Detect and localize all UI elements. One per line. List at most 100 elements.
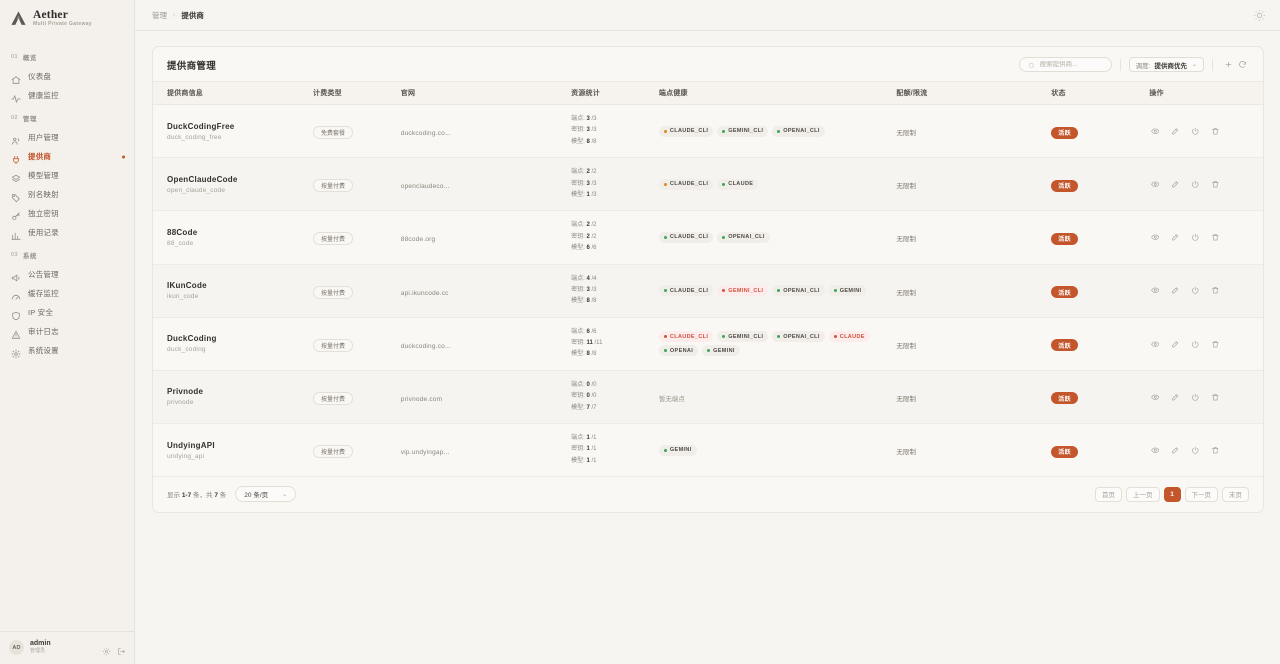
sidebar-item-1[interactable]: 缓存监控 bbox=[0, 284, 134, 303]
health-badge[interactable]: CLAUDE_CLI bbox=[658, 331, 714, 343]
sidebar-item-3[interactable]: 别名映射 bbox=[0, 185, 134, 204]
health-badge[interactable]: GEMINI_CLI bbox=[717, 125, 769, 137]
health-badge[interactable]: OPENAI_CLI bbox=[772, 125, 825, 137]
website-cell[interactable]: privnode.com bbox=[400, 370, 572, 425]
sort-label: 调度: bbox=[1135, 62, 1151, 70]
eye-icon[interactable] bbox=[1149, 285, 1160, 296]
pager-button[interactable]: 1 bbox=[1163, 486, 1181, 502]
sidebar-item-1[interactable]: 健康监控 bbox=[0, 86, 134, 105]
gear-icon[interactable] bbox=[102, 643, 111, 656]
brand[interactable]: Aether Multi Private Gateway bbox=[0, 0, 134, 36]
website-link[interactable]: 88code.org bbox=[400, 236, 436, 244]
health-badge[interactable]: OPENAI bbox=[658, 345, 699, 357]
edit-icon[interactable] bbox=[1169, 338, 1180, 349]
health-badge[interactable]: CLAUDE bbox=[828, 331, 870, 343]
trash-icon[interactable] bbox=[1209, 126, 1220, 137]
breadcrumb-item[interactable]: 管理 bbox=[152, 10, 167, 20]
pager-button[interactable]: 下一页 bbox=[1184, 486, 1218, 502]
website-link[interactable]: openclaudeco... bbox=[400, 183, 450, 191]
sun-icon[interactable] bbox=[1253, 9, 1266, 22]
power-icon[interactable] bbox=[1189, 391, 1200, 402]
health-badge[interactable]: OPENAI_CLI bbox=[717, 231, 770, 243]
website-cell[interactable]: duckcoding.co... bbox=[400, 104, 572, 159]
power-icon[interactable] bbox=[1189, 285, 1200, 296]
health-badge[interactable]: GEMINI bbox=[658, 444, 697, 456]
website-link[interactable]: api.ikuncode.cc bbox=[400, 289, 449, 297]
sidebar-item-2[interactable]: 模型管理 bbox=[0, 166, 134, 185]
logout-icon[interactable] bbox=[117, 643, 126, 655]
power-icon[interactable] bbox=[1189, 179, 1200, 190]
website-cell[interactable]: vip.undyingap... bbox=[400, 423, 572, 478]
sidebar-item-0[interactable]: 仪表盘 bbox=[0, 67, 134, 86]
edit-icon[interactable] bbox=[1169, 126, 1180, 137]
health-badge[interactable]: CLAUDE_CLI bbox=[658, 285, 714, 297]
power-icon[interactable] bbox=[1189, 445, 1200, 456]
avatar[interactable]: AD bbox=[9, 640, 24, 655]
eye-icon[interactable] bbox=[1149, 338, 1160, 349]
table-row[interactable]: IKunCode ikun_code 按量付费 api.ikuncode.cc 端点: … bbox=[153, 264, 1263, 318]
edit-icon[interactable] bbox=[1169, 232, 1180, 243]
power-icon[interactable] bbox=[1189, 338, 1200, 349]
sidebar-item-2[interactable]: IP 安全 bbox=[0, 303, 134, 322]
power-icon[interactable] bbox=[1189, 232, 1200, 243]
edit-icon[interactable] bbox=[1169, 179, 1180, 190]
table-row[interactable]: DuckCodingFree duck_coding_free 免费套餐 duckco… bbox=[153, 104, 1263, 159]
pager-button[interactable]: 上一页 bbox=[1126, 486, 1160, 502]
table-row[interactable]: UndyingAPI undying_api 按量付费 vip.undyingap..… bbox=[153, 423, 1263, 478]
search-box[interactable] bbox=[1018, 57, 1112, 72]
sidebar-item-5[interactable]: 使用记录 bbox=[0, 223, 134, 242]
eye-icon[interactable] bbox=[1149, 232, 1160, 243]
health-badge[interactable]: CLAUDE_CLI bbox=[658, 125, 714, 137]
website-link[interactable]: vip.undyingap... bbox=[400, 449, 450, 457]
table-row[interactable]: 88Code 88_code 按量付费 88code.org 端点: 2 /2 密钥: 2… bbox=[153, 210, 1263, 265]
trash-icon[interactable] bbox=[1209, 179, 1220, 190]
edit-icon[interactable] bbox=[1169, 285, 1180, 296]
power-icon[interactable] bbox=[1189, 126, 1200, 137]
website-cell[interactable]: duckcoding.co... bbox=[400, 317, 572, 371]
sidebar-item-3[interactable]: 审计日志 bbox=[0, 322, 134, 341]
health-badge[interactable]: CLAUDE_CLI bbox=[658, 178, 714, 190]
health-badge[interactable]: CLAUDE bbox=[717, 178, 759, 190]
eye-icon[interactable] bbox=[1149, 126, 1160, 137]
sidebar-item-4[interactable]: 独立密钥 bbox=[0, 204, 134, 223]
website-cell[interactable]: 88code.org bbox=[400, 210, 572, 265]
table-row[interactable]: OpenClaudeCode open_claude_code 按量付费 opencl… bbox=[153, 157, 1263, 212]
trash-icon[interactable] bbox=[1209, 445, 1220, 456]
website-link[interactable]: privnode.com bbox=[400, 395, 443, 403]
page-size-select[interactable]: 20 条/页 ⌄ bbox=[235, 486, 297, 503]
website-link[interactable]: duckcoding.co... bbox=[400, 130, 451, 138]
trash-icon[interactable] bbox=[1209, 285, 1220, 296]
pager-button[interactable]: 末页 bbox=[1222, 486, 1249, 502]
sidebar-item-0[interactable]: 公告管理 bbox=[0, 265, 134, 284]
pager-button[interactable]: 首页 bbox=[1095, 486, 1122, 502]
trash-icon[interactable] bbox=[1209, 391, 1220, 402]
health-badge[interactable]: OPENAI_CLI bbox=[772, 285, 825, 297]
website-link[interactable]: duckcoding.co... bbox=[400, 342, 451, 350]
health-badge[interactable]: GEMINI bbox=[828, 285, 867, 297]
trash-icon[interactable] bbox=[1209, 232, 1220, 243]
status-dot bbox=[777, 129, 781, 133]
sidebar-item-1-active[interactable]: 提供商 bbox=[0, 147, 134, 166]
eye-icon[interactable] bbox=[1149, 391, 1160, 402]
sidebar-item-0[interactable]: 用户管理 bbox=[0, 128, 134, 147]
sidebar-item-4[interactable]: 系统设置 bbox=[0, 341, 134, 360]
edit-icon[interactable] bbox=[1169, 391, 1180, 402]
health-badge[interactable]: GEMINI bbox=[702, 345, 740, 357]
search-input[interactable] bbox=[1039, 61, 1103, 68]
health-badge[interactable]: GEMINI_CLI bbox=[717, 285, 769, 297]
no-endpoints-text: 暂无端点 bbox=[658, 395, 685, 403]
trash-icon[interactable] bbox=[1209, 338, 1220, 349]
website-cell[interactable]: api.ikuncode.cc bbox=[400, 264, 572, 318]
table-row[interactable]: Privnode privnode 按量付费 privnode.com 端点: 0 /0… bbox=[153, 370, 1263, 425]
edit-icon[interactable] bbox=[1169, 445, 1180, 456]
health-badge[interactable]: CLAUDE_CLI bbox=[658, 231, 714, 243]
health-badge[interactable]: GEMINI_CLI bbox=[717, 331, 769, 343]
eye-icon[interactable] bbox=[1149, 445, 1160, 456]
sort-select[interactable]: 调度: 提供商优先 ⌄ bbox=[1128, 57, 1204, 72]
eye-icon[interactable] bbox=[1149, 179, 1160, 190]
table-row[interactable]: DuckCoding duck_coding 按量付费 duckcoding.co..… bbox=[153, 317, 1263, 371]
add-provider-button[interactable] bbox=[1221, 58, 1235, 72]
website-cell[interactable]: openclaudeco... bbox=[400, 157, 572, 212]
refresh-button[interactable] bbox=[1235, 58, 1249, 72]
health-badge[interactable]: OPENAI_CLI bbox=[772, 331, 825, 343]
